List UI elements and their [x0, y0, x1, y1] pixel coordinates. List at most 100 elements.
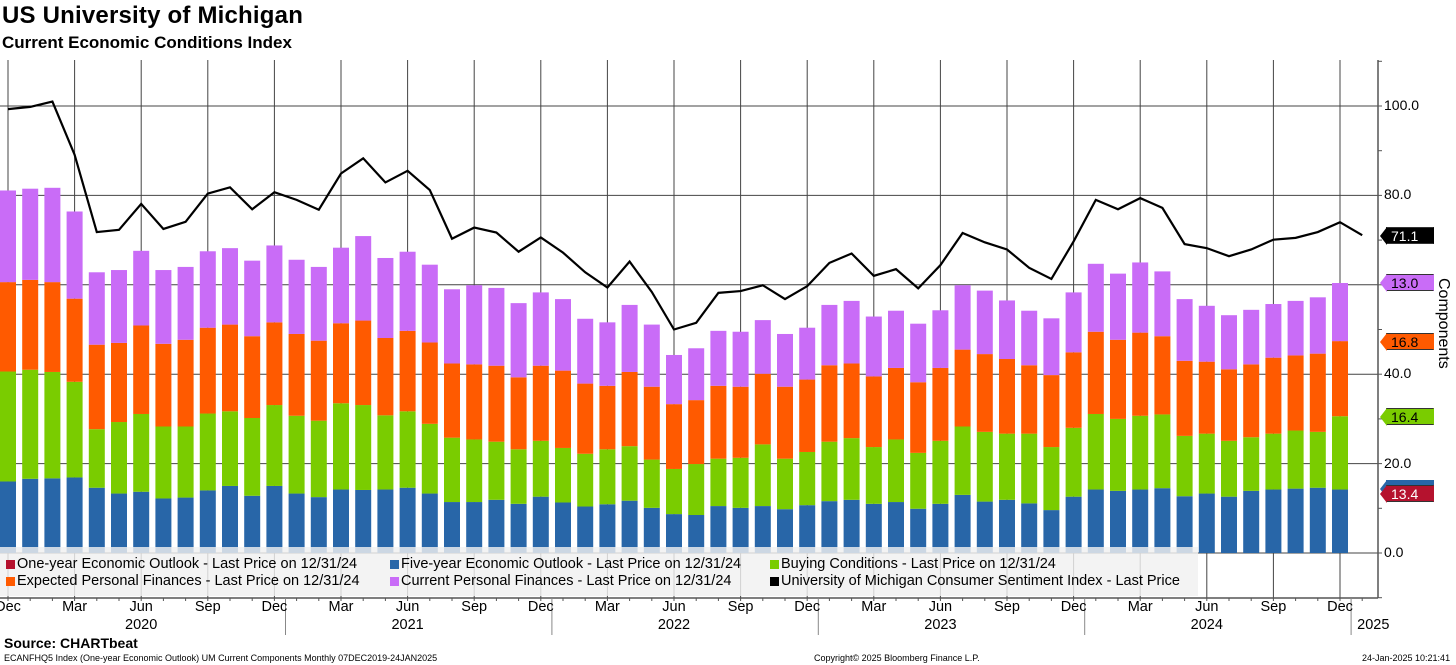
- y-tick-label: 80.0: [1384, 186, 1412, 203]
- bar-segment: [1154, 271, 1171, 337]
- bar-segment: [1287, 488, 1304, 553]
- bar-segment: [22, 188, 39, 280]
- bar-segment: [1043, 375, 1060, 448]
- bar-segment: [666, 468, 682, 515]
- bar-segment: [377, 489, 394, 553]
- bar-segment: [266, 405, 283, 486]
- bar-segment: [177, 266, 194, 340]
- bar-segment: [577, 383, 594, 454]
- bar-segment: [888, 439, 904, 503]
- bar-segment: [44, 478, 61, 553]
- bar-segment: [799, 451, 816, 506]
- x-tick-label: Dec: [1060, 599, 1087, 615]
- bar-segment: [710, 458, 727, 507]
- bar-segment: [710, 506, 727, 553]
- legend-item-sentiment-index: University of Michigan Consumer Sentimen…: [770, 573, 1180, 589]
- bar-segment: [799, 379, 816, 452]
- bar-segment: [111, 493, 127, 553]
- legend-label: Five-year Economic Outlook - Last Price …: [401, 556, 742, 572]
- bar-segment: [488, 365, 505, 442]
- bar-segment: [976, 354, 993, 432]
- bar-segment: [954, 494, 971, 553]
- x-tick-label: Mar: [1127, 599, 1153, 615]
- bar-segment: [244, 418, 261, 496]
- bar-segment: [222, 248, 238, 325]
- bar-segment: [710, 385, 727, 459]
- bar-segment: [843, 300, 860, 364]
- x-tick-label: Dec: [261, 599, 288, 615]
- x-tick-label: Mar: [328, 599, 354, 615]
- legend-swatch: [390, 559, 399, 569]
- legend-swatch: [6, 576, 15, 586]
- year-label: 2021: [391, 617, 424, 633]
- bar-segment: [599, 504, 616, 553]
- bar-segment: [133, 491, 150, 553]
- bar-segment: [1110, 273, 1126, 340]
- bar-segment: [1265, 433, 1282, 490]
- bar-segment: [333, 323, 349, 404]
- year-label: 2023: [924, 617, 957, 633]
- bar-segment: [1176, 496, 1193, 553]
- bar-segment: [999, 499, 1015, 553]
- timestamp: 24-Jan-2025 10:21:41: [1362, 653, 1451, 663]
- bar-segment: [532, 292, 549, 366]
- bar-segment: [777, 386, 793, 459]
- bar-segment: [1287, 355, 1304, 431]
- bar-segment: [288, 333, 305, 416]
- bar-segment: [1198, 493, 1215, 553]
- bar-segment: [555, 447, 571, 503]
- bar-segment: [754, 506, 771, 553]
- bar-segment: [643, 507, 660, 553]
- bar-segment: [266, 485, 283, 553]
- bar-segment: [888, 310, 904, 368]
- x-tick-label: Sep: [461, 599, 488, 615]
- bar-segment: [532, 440, 549, 497]
- bar-segment: [1176, 435, 1193, 497]
- bar-segment: [732, 386, 749, 458]
- bar-segment: [555, 299, 571, 371]
- bar-segment: [1332, 341, 1348, 417]
- copyright: Copyright© 2025 Bloomberg Finance L.P.: [814, 653, 980, 663]
- bar-segment: [688, 515, 705, 553]
- bar-segment: [1043, 447, 1060, 511]
- bar-segment: [821, 441, 838, 502]
- bar-segment: [865, 376, 882, 448]
- bar-segment: [1198, 361, 1215, 434]
- bar-segment: [688, 464, 705, 516]
- bar-segment: [444, 289, 460, 364]
- bar-segment: [577, 506, 594, 553]
- bar-segment: [88, 487, 105, 553]
- bar-segment: [333, 247, 349, 324]
- bar-segment: [555, 370, 571, 448]
- bar-segment: [1309, 487, 1326, 553]
- bar-segment: [1065, 352, 1082, 428]
- bar-segment: [466, 285, 483, 365]
- bar-segment: [44, 187, 61, 283]
- bar-segment: [910, 508, 927, 553]
- bar-segment: [532, 496, 549, 553]
- bar-segment: [754, 373, 771, 445]
- bar-segment: [821, 304, 838, 366]
- bar-segment: [1087, 263, 1104, 332]
- legend-label: Current Personal Finances - Last Price o…: [401, 573, 732, 589]
- bar-segment: [888, 367, 904, 440]
- x-tick-label: Sep: [1260, 599, 1287, 615]
- bar-segment: [1176, 299, 1193, 361]
- bar-segment: [1087, 331, 1104, 414]
- bar-segment: [777, 509, 793, 553]
- source-note: Source: CHARTbeat: [4, 635, 138, 651]
- bar-segment: [843, 363, 860, 439]
- bar-segment: [111, 422, 127, 494]
- legend-item-current-personal: Current Personal Finances - Last Price o…: [390, 573, 731, 589]
- bar-segment: [643, 324, 660, 387]
- bar-segment: [754, 444, 771, 507]
- bar-segment: [111, 270, 127, 343]
- bar-segment: [510, 377, 527, 450]
- bar-segment: [1265, 489, 1282, 553]
- chart-title: US University of Michigan: [2, 2, 304, 29]
- bar-segment: [1021, 503, 1038, 553]
- legend-label: One-year Economic Outlook - Last Price o…: [17, 556, 358, 572]
- bar-segment: [1287, 430, 1304, 489]
- bar-segment: [666, 404, 682, 469]
